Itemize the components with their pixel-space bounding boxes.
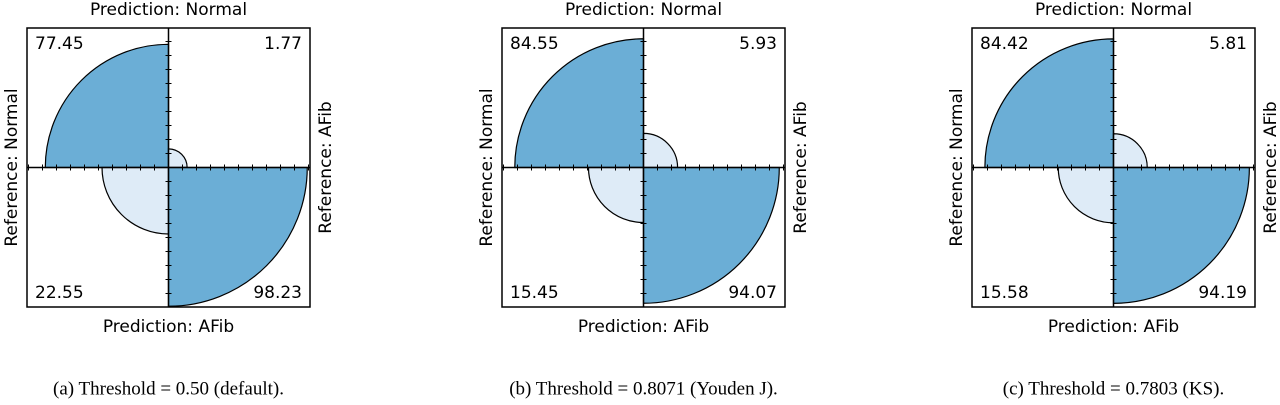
cell-value: 22.55: [35, 283, 84, 303]
quadrant-sector: [642, 132, 679, 169]
quadrant-sector: [1112, 166, 1250, 304]
bottom-label: Prediction: AFib: [1048, 317, 1179, 337]
right-label: Reference: AFib: [791, 101, 811, 233]
quadrant-sector: [44, 43, 170, 169]
cell-value: 5.93: [739, 34, 777, 54]
quadrant-sector: [642, 166, 780, 304]
left-label: Reference: Normal: [477, 88, 497, 246]
quadrant-sector: [514, 38, 645, 169]
cell-value: 84.55: [510, 34, 559, 54]
cell-value: 15.58: [980, 283, 1029, 303]
cell-value: 94.19: [1198, 283, 1247, 303]
cell-value: 1.77: [264, 34, 302, 54]
quadrant-sector: [167, 148, 188, 169]
cell-value: 98.23: [253, 283, 302, 303]
caption: (c) Threshold = 0.7803 (KS).: [1003, 378, 1224, 399]
quadrant-sector: [167, 166, 308, 307]
quadrant-sector: [101, 166, 170, 235]
caption: (a) Threshold = 0.50 (default).: [53, 378, 284, 399]
cell-value: 77.45: [35, 34, 84, 54]
left-label: Reference: Normal: [2, 88, 22, 246]
cell-value: 15.45: [510, 283, 559, 303]
quadrant-sector: [1112, 133, 1148, 169]
bottom-label: Prediction: AFib: [103, 317, 234, 337]
right-label: Reference: AFib: [316, 101, 336, 233]
caption: (b) Threshold = 0.8071 (Youden J).: [509, 378, 778, 399]
cell-value: 94.07: [728, 283, 777, 303]
bottom-label: Prediction: AFib: [578, 317, 709, 337]
left-label: Reference: Normal: [947, 88, 967, 246]
right-label: Reference: AFib: [1261, 101, 1280, 233]
top-label: Prediction: Normal: [90, 0, 247, 20]
quadrant-sector: [587, 166, 645, 224]
quadrant-sector: [984, 38, 1115, 169]
top-label: Prediction: Normal: [565, 0, 722, 20]
quadrant-sector: [1057, 166, 1115, 224]
cell-value: 5.81: [1209, 34, 1247, 54]
cell-value: 84.42: [980, 34, 1029, 54]
top-label: Prediction: Normal: [1035, 0, 1192, 20]
